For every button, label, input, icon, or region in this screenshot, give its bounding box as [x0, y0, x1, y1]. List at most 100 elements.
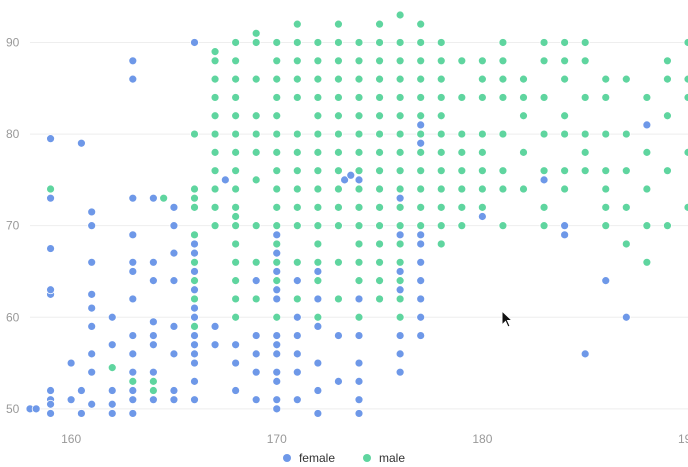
- data-point-male[interactable]: [416, 56, 426, 66]
- data-point-female[interactable]: [416, 331, 426, 340]
- data-point-female[interactable]: [395, 193, 405, 203]
- data-point-male[interactable]: [354, 257, 364, 267]
- data-point-male[interactable]: [354, 184, 364, 194]
- data-point-male[interactable]: [210, 221, 220, 231]
- data-point-male[interactable]: [292, 202, 302, 212]
- data-point-female[interactable]: [272, 395, 282, 405]
- data-point-male[interactable]: [621, 166, 631, 176]
- data-point-male[interactable]: [354, 56, 364, 66]
- data-point-male[interactable]: [231, 147, 241, 157]
- data-point-male[interactable]: [292, 93, 302, 102]
- data-point-female[interactable]: [416, 257, 426, 267]
- data-point-female[interactable]: [190, 267, 199, 276]
- data-point-female[interactable]: [416, 120, 426, 130]
- data-point-male[interactable]: [292, 129, 302, 139]
- data-point-female[interactable]: [416, 239, 426, 249]
- data-point-male[interactable]: [560, 184, 570, 194]
- data-point-male[interactable]: [190, 202, 199, 212]
- data-point-male[interactable]: [334, 93, 343, 102]
- data-point-male[interactable]: [642, 147, 652, 157]
- data-point-male[interactable]: [477, 129, 487, 139]
- data-point-female[interactable]: [77, 409, 86, 418]
- data-point-male[interactable]: [292, 294, 302, 304]
- data-point-male[interactable]: [313, 38, 323, 47]
- data-point-male[interactable]: [663, 56, 672, 66]
- data-point-male[interactable]: [292, 147, 302, 157]
- data-point-female[interactable]: [87, 367, 97, 377]
- data-point-male[interactable]: [334, 257, 343, 267]
- data-point-male[interactable]: [292, 221, 302, 231]
- data-point-female[interactable]: [190, 358, 199, 368]
- data-point-female[interactable]: [169, 202, 179, 212]
- data-point-male[interactable]: [580, 38, 590, 47]
- data-point-female[interactable]: [231, 340, 241, 350]
- data-point-female[interactable]: [210, 322, 220, 331]
- data-point-male[interactable]: [580, 129, 590, 139]
- data-point-female[interactable]: [128, 367, 138, 377]
- data-point-male[interactable]: [148, 386, 158, 395]
- data-point-male[interactable]: [539, 202, 549, 212]
- data-point-male[interactable]: [683, 93, 688, 102]
- data-point-male[interactable]: [231, 202, 241, 212]
- data-point-male[interactable]: [251, 175, 261, 185]
- data-point-male[interactable]: [354, 202, 364, 212]
- data-point-male[interactable]: [354, 93, 364, 102]
- data-point-male[interactable]: [457, 93, 467, 102]
- data-point-male[interactable]: [416, 202, 426, 212]
- data-point-male[interactable]: [354, 312, 364, 322]
- data-point-female[interactable]: [272, 367, 282, 377]
- data-point-female[interactable]: [128, 267, 138, 276]
- data-point-male[interactable]: [210, 74, 220, 84]
- data-point-male[interactable]: [375, 166, 384, 176]
- data-point-male[interactable]: [190, 184, 199, 194]
- data-point-male[interactable]: [231, 166, 241, 176]
- data-point-male[interactable]: [457, 184, 467, 194]
- data-point-male[interactable]: [498, 93, 508, 102]
- data-point-female[interactable]: [251, 276, 261, 286]
- data-point-male[interactable]: [539, 93, 549, 102]
- data-point-male[interactable]: [498, 129, 508, 139]
- data-point-male[interactable]: [621, 239, 631, 249]
- data-point-male[interactable]: [210, 147, 220, 157]
- data-point-male[interactable]: [292, 74, 302, 84]
- data-point-male[interactable]: [416, 38, 426, 47]
- data-point-male[interactable]: [436, 166, 446, 176]
- data-point-female[interactable]: [190, 340, 199, 350]
- data-point-male[interactable]: [436, 56, 446, 66]
- data-point-male[interactable]: [519, 74, 528, 84]
- data-point-female[interactable]: [272, 230, 282, 240]
- data-point-male[interactable]: [375, 184, 384, 194]
- data-point-male[interactable]: [272, 38, 282, 47]
- data-point-male[interactable]: [251, 111, 261, 121]
- data-point-male[interactable]: [436, 38, 446, 47]
- data-point-male[interactable]: [210, 184, 220, 194]
- data-point-female[interactable]: [169, 395, 179, 405]
- data-point-male[interactable]: [519, 184, 528, 194]
- data-point-female[interactable]: [416, 312, 426, 322]
- data-point-female[interactable]: [292, 395, 302, 405]
- data-point-male[interactable]: [683, 147, 688, 157]
- data-point-male[interactable]: [416, 129, 426, 139]
- data-point-male[interactable]: [477, 202, 487, 212]
- data-point-male[interactable]: [148, 376, 158, 386]
- data-point-male[interactable]: [46, 184, 55, 194]
- data-point-female[interactable]: [190, 312, 199, 322]
- data-point-male[interactable]: [354, 129, 364, 139]
- data-point-female[interactable]: [128, 349, 138, 359]
- data-point-male[interactable]: [354, 166, 364, 176]
- data-point-male[interactable]: [334, 38, 343, 47]
- data-point-male[interactable]: [334, 166, 343, 176]
- data-point-female[interactable]: [210, 340, 220, 350]
- data-point-male[interactable]: [272, 221, 282, 231]
- data-point-male[interactable]: [663, 74, 672, 84]
- data-point-female[interactable]: [272, 267, 282, 276]
- data-point-male[interactable]: [416, 221, 426, 231]
- data-point-male[interactable]: [313, 184, 323, 194]
- data-point-male[interactable]: [231, 38, 241, 47]
- data-point-male[interactable]: [128, 376, 138, 386]
- data-point-female[interactable]: [77, 386, 86, 395]
- data-point-female[interactable]: [539, 175, 549, 185]
- data-point-male[interactable]: [292, 38, 302, 47]
- data-point-male[interactable]: [539, 221, 549, 231]
- data-point-male[interactable]: [313, 111, 323, 121]
